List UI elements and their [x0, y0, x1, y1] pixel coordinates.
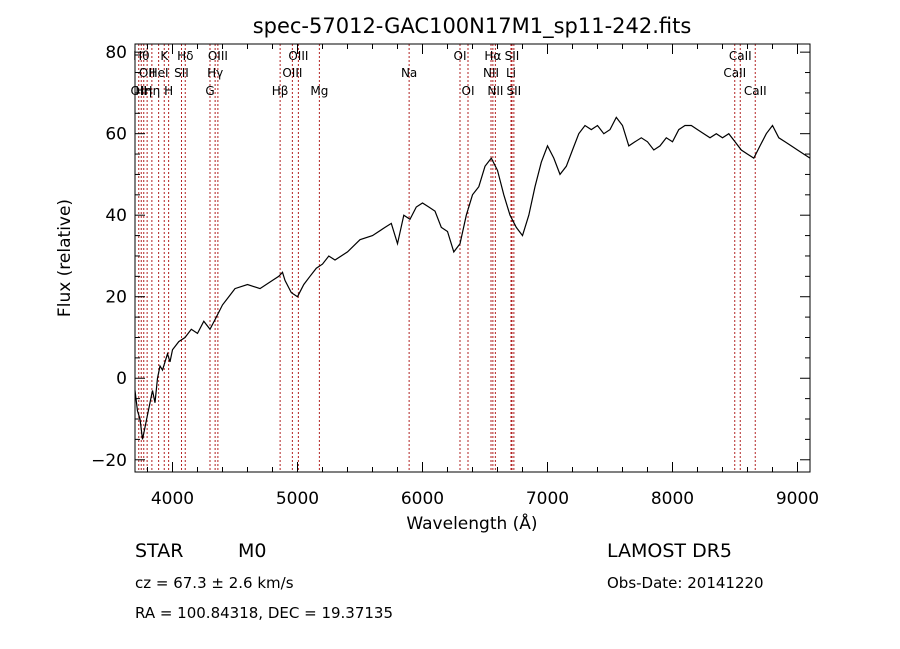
y-tick-label: 80 [105, 43, 127, 63]
y-tick-label: 40 [105, 206, 127, 226]
line-label: Na [401, 66, 417, 80]
chart-title: spec-57012-GAC100N17M1_sp11-242.fits [253, 14, 692, 39]
line-label: Li [506, 66, 516, 80]
y-tick-label: 0 [116, 369, 127, 389]
line-label: Hη [135, 84, 152, 98]
y-axis-label: Flux (relative) [55, 199, 75, 317]
line-label: CaII [729, 49, 752, 63]
line-label: Hβ [272, 84, 289, 98]
line-label: CaII [723, 66, 746, 80]
line-label: Hα [484, 49, 501, 63]
line-label: Hγ [207, 66, 223, 80]
coordinates-readout: RA = 100.84318, DEC = 19.37135 [135, 604, 394, 622]
line-label: SII [507, 84, 522, 98]
y-tick-label: 60 [105, 125, 127, 145]
x-tick-label: 9000 [776, 489, 819, 509]
x-tick-label: 8000 [651, 489, 694, 509]
emission-line-markers [138, 44, 756, 472]
emission-line-labels: OIIHθHηOIIHηHeIKHSIIHδGHγOIIIHβOIIIOIIIM… [130, 49, 766, 98]
line-label: Hθ [133, 49, 149, 63]
x-axis-label: Wavelength (Å) [406, 512, 537, 534]
x-axis-ticks: 4000 5000 6000 7000 8000 9000 [147, 44, 819, 509]
line-label: Hη [144, 84, 161, 98]
line-label: SII [505, 49, 520, 63]
x-tick-label: 5000 [276, 489, 319, 509]
line-label: NII [483, 66, 499, 80]
line-label: G [205, 84, 214, 98]
y-tick-label: −20 [91, 451, 127, 471]
line-label: NII [487, 84, 503, 98]
x-tick-label: 6000 [401, 489, 444, 509]
line-label: SII [174, 66, 189, 80]
y-axis-ticks: −20 0 20 40 60 80 [91, 43, 810, 471]
x-tick-label: 7000 [526, 489, 569, 509]
line-label: H [164, 84, 173, 98]
object-class: STAR [135, 540, 184, 562]
y-tick-label: 20 [105, 288, 127, 308]
survey-name: LAMOST DR5 [607, 540, 732, 562]
line-label: OII [139, 66, 156, 80]
line-label: CaII [744, 84, 767, 98]
spectrum-line [134, 116, 811, 440]
line-label: HeI [149, 66, 169, 80]
line-label: OI [462, 84, 475, 98]
line-label: OI [454, 49, 467, 63]
line-label: OIII [282, 66, 302, 80]
line-label: OIII [288, 49, 308, 63]
line-label: OIII [208, 49, 228, 63]
plot-frame [134, 43, 811, 473]
x-tick-label: 4000 [151, 489, 194, 509]
line-label: Hδ [177, 49, 193, 63]
line-label: K [160, 49, 169, 63]
object-subclass: M0 [238, 540, 267, 562]
line-label: Mg [310, 84, 328, 98]
velocity-readout: cz = 67.3 ± 2.6 km/s [135, 574, 294, 592]
observation-date: Obs-Date: 20141220 [607, 574, 764, 592]
